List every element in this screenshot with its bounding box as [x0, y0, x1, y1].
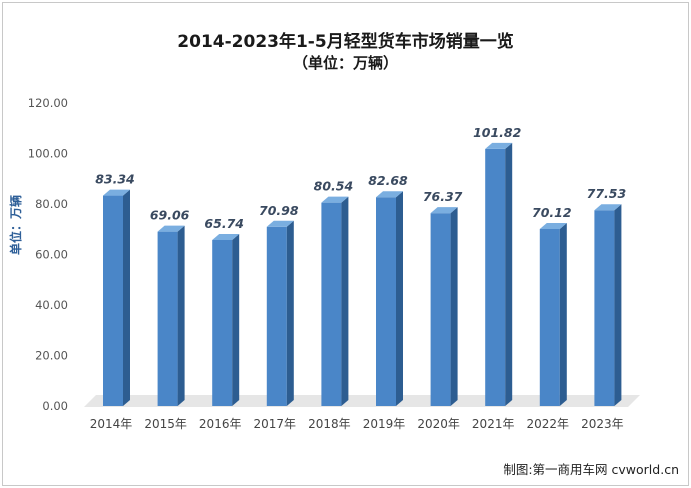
data-label: 70.12: [532, 205, 572, 220]
bar-side: [123, 189, 130, 406]
bar: [266, 220, 294, 406]
credit-text: 制图:第一商用车网 cvworld.cn: [503, 462, 679, 477]
data-label: 77.53: [587, 186, 627, 201]
bar-top: [103, 189, 130, 196]
bars: [103, 142, 622, 407]
y-axis: 0.00 20.00 40.00 60.00 80.00 100.00 120.00: [28, 96, 68, 413]
bar-top: [266, 220, 294, 227]
x-tick-label: 2017年: [254, 417, 297, 431]
bar: [539, 222, 567, 406]
bar-side: [559, 222, 567, 406]
y-tick-label: 40.00: [35, 298, 68, 312]
x-tick-label: 2022年: [527, 417, 570, 431]
bar-side: [450, 207, 458, 406]
bar-top: [212, 234, 240, 241]
bar-front: [103, 195, 123, 406]
bar-top: [539, 222, 567, 229]
data-label: 70.98: [259, 203, 299, 218]
bar-top: [376, 191, 403, 198]
x-tick-label: 2019年: [363, 417, 406, 431]
bar-side: [177, 225, 185, 406]
data-label: 83.34: [95, 172, 135, 187]
x-tick-label: 2018年: [308, 417, 351, 431]
x-tick-label: 2016年: [199, 417, 242, 431]
x-axis: 2014年 2015年 2016年 2017年 2018年 2019年 2020年 2021年…: [90, 417, 624, 431]
x-tick-label: 2021年: [472, 417, 515, 431]
data-label: 80.54: [314, 179, 354, 194]
y-tick-label: 100.00: [28, 147, 68, 161]
bar: [103, 189, 130, 406]
data-label: 101.82: [473, 125, 521, 140]
data-label: 69.06: [150, 208, 190, 223]
bar-front: [212, 240, 233, 406]
bar-front: [539, 228, 560, 406]
bar: [485, 142, 513, 407]
bar-side: [232, 234, 240, 406]
bar-side: [614, 204, 622, 406]
bar: [321, 196, 349, 406]
y-tick-label: 120.00: [28, 96, 68, 110]
y-tick-label: 80.00: [35, 197, 68, 211]
bar-side: [396, 191, 403, 406]
bar: [376, 191, 403, 406]
bar-front: [430, 213, 451, 406]
bar: [430, 207, 458, 406]
bar-top: [321, 196, 349, 203]
bar-side: [505, 142, 513, 407]
bar-front: [321, 202, 342, 406]
data-label: 82.68: [368, 173, 408, 188]
y-tick-label: 60.00: [35, 248, 68, 262]
bar-front: [266, 226, 287, 406]
chart-title: 2014-2023年1-5月轻型货车市场销量一览: [177, 32, 514, 52]
bar-front: [594, 210, 615, 406]
bar-front: [376, 197, 396, 406]
bar-top: [485, 142, 513, 149]
data-labels: 83.34 69.06 65.74 70.98 80.54 82.68 76.37 101.8…: [95, 125, 626, 231]
bar: [594, 204, 622, 406]
chart-subtitle: （单位：万辆）: [292, 54, 398, 72]
bar-top: [594, 204, 622, 211]
bar: [157, 225, 185, 406]
bar-front: [485, 148, 506, 407]
x-tick-label: 2023年: [581, 417, 624, 431]
x-tick-label: 2020年: [417, 417, 460, 431]
bar-side: [286, 220, 294, 406]
bar-side: [341, 196, 349, 406]
x-tick-label: 2014年: [90, 417, 133, 431]
bar-front: [157, 231, 178, 406]
bar: [212, 234, 240, 406]
bar-top: [430, 207, 458, 214]
data-label: 76.37: [423, 189, 463, 204]
x-tick-label: 2015年: [144, 417, 187, 431]
bar-top: [157, 225, 185, 232]
data-label: 65.74: [204, 216, 244, 231]
y-tick-label: 0.00: [42, 399, 68, 413]
y-tick-label: 20.00: [35, 349, 68, 363]
